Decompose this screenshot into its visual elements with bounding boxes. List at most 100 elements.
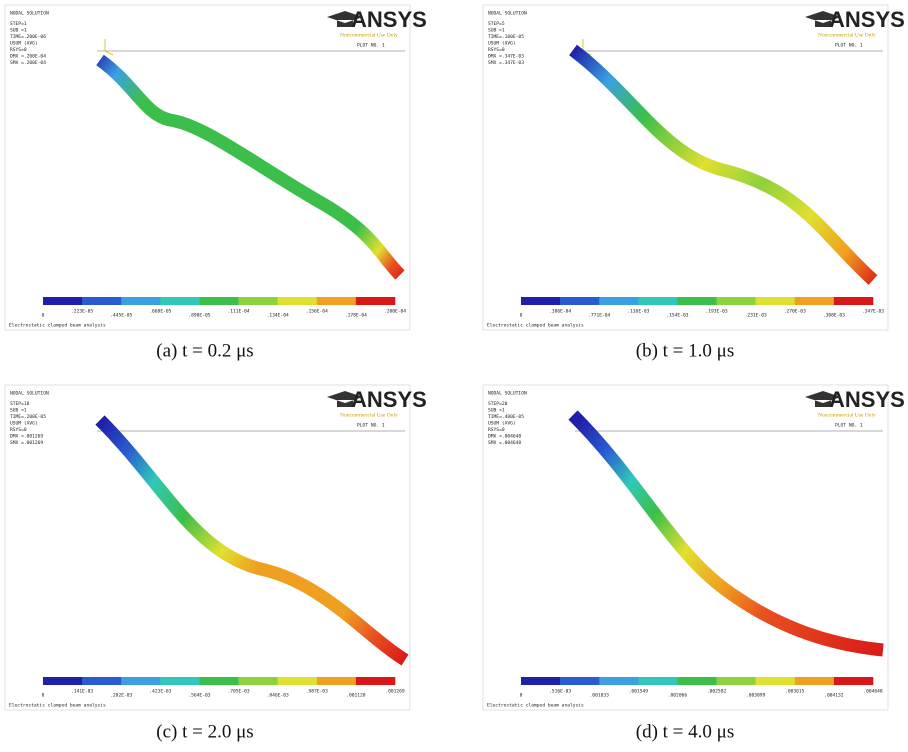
plot-number: PLOT NO. 1 — [835, 43, 863, 49]
legend-label: .282E-03 — [110, 693, 132, 699]
legend-label: .846E-03 — [267, 693, 289, 699]
legend-label: .193E-03 — [705, 309, 727, 315]
legend-band — [834, 677, 873, 685]
header-line: DMX =.004648 — [488, 434, 521, 440]
header-line: DMX =.200E-04 — [10, 54, 46, 60]
logo: ANSYS — [351, 387, 427, 412]
legend-band — [599, 297, 638, 305]
footer: Electrostatic clamped beam analysis — [9, 703, 106, 709]
header-line: DMX =.347E-03 — [488, 54, 524, 60]
legend-band — [278, 677, 317, 685]
legend-label: .308E-03 — [823, 313, 845, 319]
header-line: DMX =.001269 — [10, 434, 43, 440]
legend-label: .423E-03 — [149, 689, 171, 695]
plot-number: PLOT NO. 1 — [835, 423, 863, 429]
logo: ANSYS — [829, 387, 905, 412]
header-line: TIME=.100E-05 — [488, 34, 524, 40]
legend-label: 0 — [520, 693, 523, 699]
header-line: SUB =1 — [488, 28, 505, 34]
legend-label: .004648 — [863, 689, 883, 695]
legend-label: .668E-05 — [149, 309, 171, 315]
logo: ANSYS — [829, 7, 905, 32]
legend-band — [160, 677, 199, 685]
legend-band — [199, 677, 238, 685]
legend-band — [795, 297, 834, 305]
legend-label: .178E-04 — [345, 313, 367, 319]
header-line: NODAL SOLUTION — [10, 11, 49, 17]
legend-label: .111E-04 — [227, 309, 249, 315]
header-line: STEP=1 — [10, 21, 27, 27]
header-line: NODAL SOLUTION — [488, 11, 527, 17]
legend-label: .003615 — [785, 689, 805, 695]
header-line: RSYS=0 — [488, 427, 505, 433]
legend-band — [560, 677, 599, 685]
header-line: TIME=.200E-06 — [10, 34, 46, 40]
legend-label: .347E-03 — [862, 309, 884, 315]
legend-band — [599, 677, 638, 685]
legend-band — [756, 677, 795, 685]
logo-tagline: Noncommercial Use Only — [340, 32, 398, 38]
legend-band — [317, 297, 356, 305]
header-line: RSYS=0 — [10, 427, 27, 433]
header-line: TIME=.200E-05 — [10, 414, 46, 420]
legend-label: .987E-03 — [306, 689, 328, 695]
logo-tagline: Noncommercial Use Only — [818, 412, 876, 418]
legend-band — [717, 297, 756, 305]
panel-frame — [483, 5, 888, 330]
legend-label: .154E-03 — [666, 313, 688, 319]
header-line: SUB =1 — [10, 28, 27, 34]
legend-label: .116E-03 — [627, 309, 649, 315]
caption: (a) t = 0.2 μs — [156, 340, 253, 361]
footer: Electrostatic clamped beam analysis — [9, 323, 106, 329]
logo: ANSYS — [351, 7, 427, 32]
legend-band — [121, 677, 160, 685]
legend-band — [638, 297, 677, 305]
logo-tagline: Noncommercial Use Only — [340, 412, 398, 418]
legend-band — [278, 297, 317, 305]
legend-band — [756, 297, 795, 305]
legend-band — [356, 677, 395, 685]
legend-label: .156E-04 — [306, 309, 328, 315]
legend-band — [795, 677, 834, 685]
legend-label: .134E-04 — [267, 313, 289, 319]
legend-band — [677, 297, 716, 305]
panel-frame — [5, 5, 410, 330]
legend-label: .001549 — [629, 689, 649, 695]
legend-label: .270E-03 — [784, 309, 806, 315]
legend-band — [356, 297, 395, 305]
header-line: NODAL SOLUTION — [488, 391, 527, 397]
legend-label: 0 — [520, 313, 523, 319]
legend-band — [560, 297, 599, 305]
header-line: STEP=10 — [10, 401, 30, 407]
legend-label: .516E-03 — [549, 689, 571, 695]
legend-band — [239, 297, 278, 305]
legend-label: .004132 — [824, 693, 844, 699]
header-line: STEP=5 — [488, 21, 505, 27]
header-line: USUM (AVG) — [488, 421, 516, 427]
caption: (d) t = 4.0 μs — [636, 721, 734, 742]
header-line: RSYS=0 — [10, 47, 27, 53]
legend-band — [317, 677, 356, 685]
header-line: SMX =.200E-04 — [10, 60, 46, 66]
legend-band — [638, 677, 677, 685]
logo-tagline: Noncommercial Use Only — [818, 32, 876, 38]
legend-label: .141E-03 — [71, 689, 93, 695]
header-line: USUM (AVG) — [488, 41, 516, 47]
legend-label: .001269 — [385, 689, 405, 695]
header-line: SMX =.004648 — [488, 440, 521, 446]
legend-band — [82, 297, 121, 305]
plot-number: PLOT NO. 1 — [357, 43, 385, 49]
header-line: USUM (AVG) — [10, 41, 38, 47]
legend-label: .445E-05 — [110, 313, 132, 319]
legend-band — [82, 677, 121, 685]
caption: (c) t = 2.0 μs — [156, 721, 253, 742]
legend-band — [199, 297, 238, 305]
header-line: RSYS=0 — [488, 47, 505, 53]
legend-band — [677, 677, 716, 685]
legend-band — [239, 677, 278, 685]
legend-label: 0 — [42, 693, 45, 699]
legend-label: .002582 — [707, 689, 727, 695]
legend-band — [160, 297, 199, 305]
panel: NODAL SOLUTIONSTEP=10SUB =1TIME=.200E-05… — [5, 385, 427, 710]
header-line: SMX =.001269 — [10, 440, 43, 446]
